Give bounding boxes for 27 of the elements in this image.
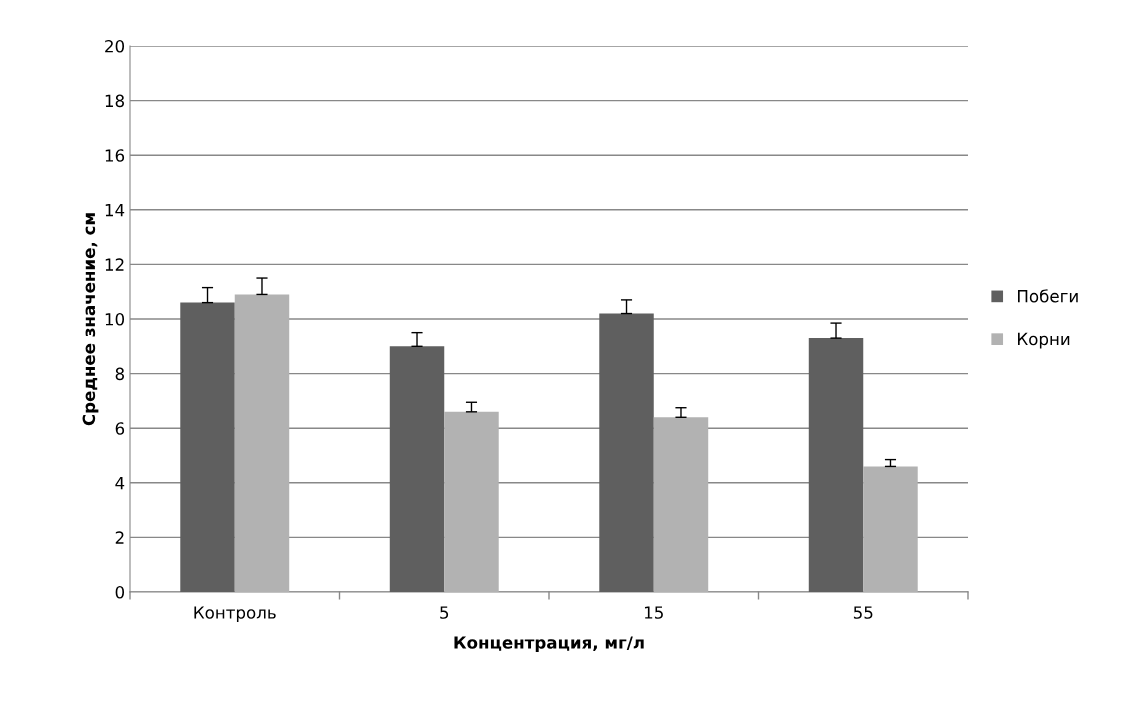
- y-tick-label: 18: [105, 94, 124, 108]
- bar: [599, 313, 654, 592]
- y-axis-title: Среднее значение, см: [82, 213, 99, 426]
- y-tick-label: 12: [105, 258, 124, 271]
- bar: [444, 411, 499, 592]
- y-tick-label: 8: [115, 367, 124, 381]
- x-tick-label: 15: [644, 606, 663, 619]
- bar: [180, 302, 235, 592]
- y-tick-label: 16: [105, 149, 125, 162]
- y-tick-label: 20: [105, 39, 125, 53]
- x-axis-title: Концентрация, мг/л: [454, 636, 644, 653]
- y-tick-label: 14: [105, 203, 125, 217]
- x-tick-label: 5: [440, 606, 449, 619]
- bar: [863, 466, 918, 592]
- y-tick-label: 6: [115, 422, 125, 435]
- y-tick-label: 10: [105, 312, 125, 326]
- y-tick-label: 4: [115, 476, 125, 490]
- bar: [389, 346, 445, 592]
- x-tick-label: Контроль: [194, 606, 276, 623]
- x-tick-label: 55: [853, 606, 873, 619]
- y-tick-label: 0: [115, 585, 125, 599]
- bar: [234, 294, 290, 592]
- bar: [808, 338, 864, 592]
- legend-label: Корни: [1018, 332, 1070, 349]
- bar: [653, 417, 709, 592]
- legend-label: Побеги: [1018, 289, 1078, 303]
- y-tick-label: 2: [115, 531, 124, 544]
